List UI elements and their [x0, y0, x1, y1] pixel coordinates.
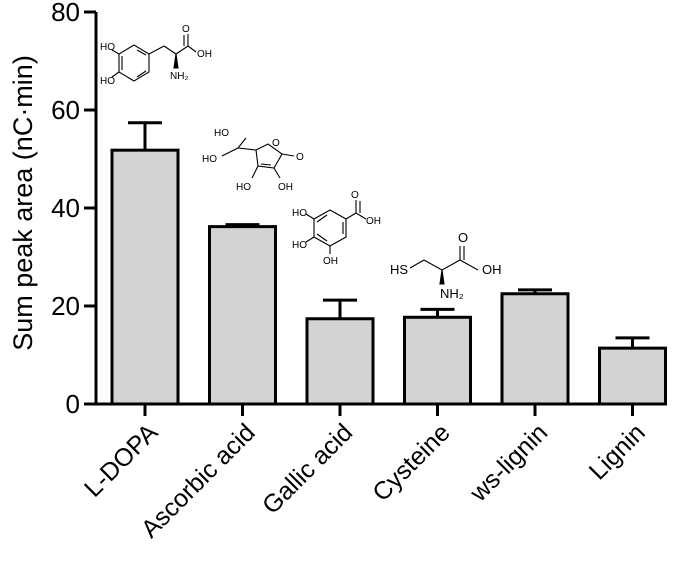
y-axis-label: Sum peak area (nC·min): [8, 55, 38, 351]
ldopa-nh2-label: NH₂: [170, 71, 188, 82]
ldopa-oh-label: OH: [197, 49, 212, 60]
ascorbic-o-label: O: [296, 152, 304, 163]
gallic-oh-label: OH: [366, 216, 381, 227]
cysteine-o-label: O: [458, 230, 468, 245]
ascorbic-oh-label: OH: [278, 182, 293, 193]
ascorbic-ho-label: HO: [214, 128, 229, 139]
ascorbic-ho-label: HO: [236, 182, 251, 193]
bar: [598, 346, 667, 406]
bar: [208, 225, 277, 406]
cysteine-hs-label: HS: [390, 262, 408, 277]
gallic-ho-label: HO: [292, 208, 307, 219]
gallic-o-label: O: [351, 190, 359, 201]
cysteine-oh-label: OH: [482, 262, 502, 277]
bar: [403, 315, 472, 406]
cysteine-nh2-label: NH₂: [440, 286, 464, 301]
gallic-acid-structure: O OH HO HO OH: [292, 190, 381, 267]
gallic-ho-label: HO: [292, 240, 307, 251]
y-tick-label: 20: [51, 291, 80, 321]
x-tick-label: ws-lignin: [464, 418, 553, 507]
ldopa-ho-label: HO: [100, 76, 115, 87]
gallic-oh-label: OH: [323, 256, 338, 267]
cysteine-structure: HS O OH NH₂: [390, 230, 502, 301]
bar: [305, 317, 375, 406]
x-tick-label: Lignin: [584, 418, 651, 485]
l-dopa-structure: HO HO O OH NH₂: [100, 24, 212, 87]
ldopa-ho-label: HO: [100, 42, 115, 53]
ldopa-o-label: O: [182, 24, 190, 35]
x-tick-label: L-DOPA: [79, 418, 164, 503]
y-tick-label: 60: [51, 95, 80, 125]
ascorbic-o-label: O: [272, 138, 280, 149]
axes: 0 20 40 60 80: [51, 0, 665, 419]
y-tick-label: 80: [51, 0, 80, 27]
x-tick-label: Cysteine: [367, 418, 456, 507]
bar: [500, 292, 570, 406]
bar: [110, 148, 180, 406]
ascorbic-acid-structure: HO HO O O HO OH: [202, 128, 304, 193]
bars: [110, 121, 667, 406]
ascorbic-ho-label: HO: [202, 154, 217, 165]
x-tick-label: Gallic acid: [257, 418, 358, 519]
y-tick-label: 0: [66, 389, 80, 419]
y-tick-label: 40: [51, 193, 80, 223]
